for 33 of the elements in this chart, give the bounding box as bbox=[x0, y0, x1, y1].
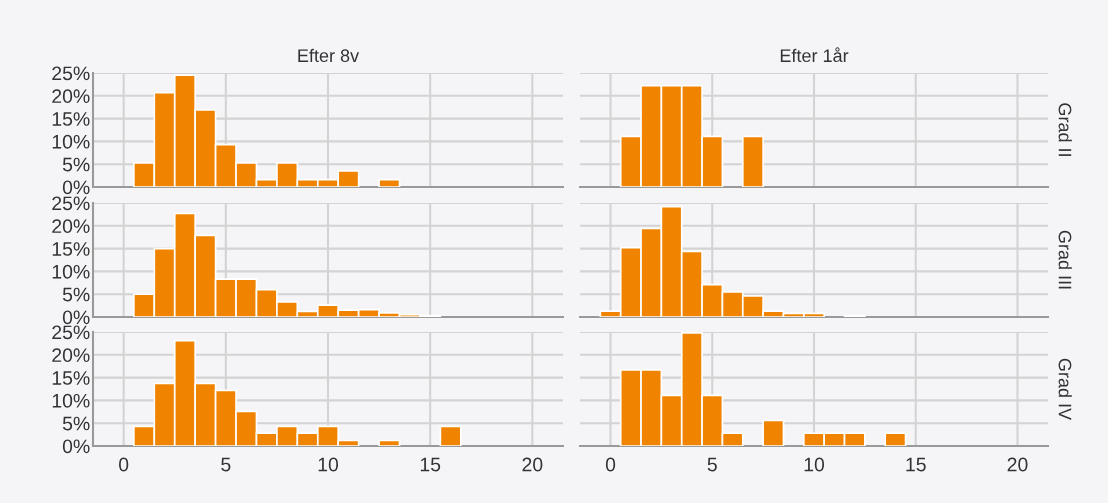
y-tick-label: 15% bbox=[52, 242, 90, 256]
y-tick-label: 5% bbox=[62, 287, 90, 302]
y-tick-label: 5% bbox=[62, 157, 90, 172]
chart-title: Efter 1år bbox=[780, 47, 849, 63]
x-tick-label: 20 bbox=[1007, 457, 1028, 472]
y-tick-label: 5% bbox=[62, 416, 90, 431]
y-tick-label: 15% bbox=[52, 112, 90, 126]
chart-title: Efter 8v bbox=[298, 48, 360, 63]
x-tick-label: 5 bbox=[707, 457, 717, 472]
x-tick-label: 15 bbox=[906, 457, 926, 472]
y-tick-label: 10% bbox=[52, 134, 90, 149]
x-tick-label: 5 bbox=[221, 457, 231, 472]
y-tick-label: 15% bbox=[52, 371, 90, 385]
x-tick-label: 10 bbox=[804, 457, 825, 472]
y-tick-label: 10% bbox=[52, 264, 90, 279]
y-tick-label: 20% bbox=[52, 89, 90, 104]
x-tick-label: 15 bbox=[420, 457, 441, 472]
x-tick-label: 10 bbox=[318, 457, 339, 472]
y-tick-label: 0% bbox=[62, 310, 90, 325]
text: Grad III bbox=[1058, 230, 1072, 289]
x-tick-label: 20 bbox=[522, 457, 543, 472]
y-tick-label: 25% bbox=[52, 196, 90, 211]
x-tick-label: 0 bbox=[605, 457, 616, 472]
text: Grad IV bbox=[1058, 358, 1072, 421]
y-tick-label: 10% bbox=[52, 393, 90, 408]
y-tick-label: 0% bbox=[62, 180, 90, 195]
text: Grad II bbox=[1058, 103, 1072, 156]
y-tick-label: 25% bbox=[52, 325, 90, 340]
y-tick-label: 25% bbox=[52, 66, 90, 81]
y-tick-label: 20% bbox=[52, 219, 90, 234]
y-tick-label: 0% bbox=[62, 439, 90, 454]
y-tick-label: 20% bbox=[52, 348, 90, 363]
x-tick-label: 0 bbox=[119, 457, 129, 472]
